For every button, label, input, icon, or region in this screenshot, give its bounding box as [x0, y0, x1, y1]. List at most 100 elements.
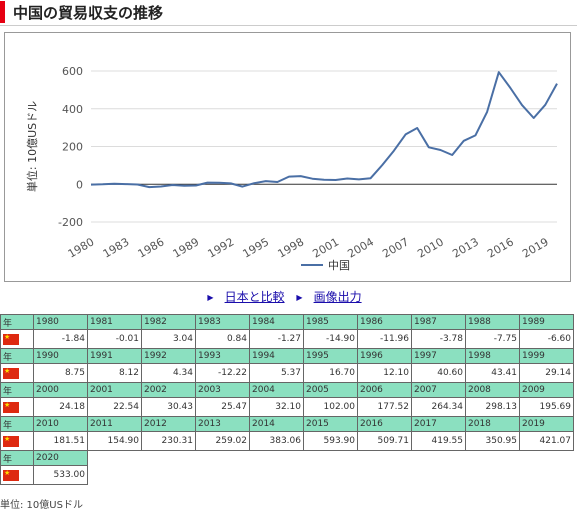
page-title: 中国の貿易収支の推移 — [13, 4, 164, 22]
value-row: 24.1822.5430.4325.4732.10102.00177.52264… — [0, 397, 574, 417]
trade-balance-chart: -200 0 200 400 600 1980 1983 1986 1989 1992 1995 19… — [25, 65, 558, 272]
value-cell: 259.02 — [195, 431, 250, 451]
value-cell: 350.95 — [465, 431, 520, 451]
year-cell: 2016 — [357, 416, 412, 432]
year-cell: 2005 — [303, 382, 358, 398]
value-cell: 195.69 — [519, 397, 574, 417]
value-cell: -1.84 — [33, 329, 88, 349]
value-cell: 8.75 — [33, 363, 88, 383]
value-cell: 177.52 — [357, 397, 412, 417]
year-cell: 2014 — [249, 416, 304, 432]
x-tick-label: 1989 — [171, 235, 202, 260]
value-cell: -6.60 — [519, 329, 574, 349]
year-cell: 2015 — [303, 416, 358, 432]
year-cell: 1995 — [303, 348, 358, 364]
year-header-row: 年 1990 1991 1992 1993 1994 1995 1996 1997 1998 199… — [0, 348, 574, 364]
year-cell: 1986 — [357, 314, 412, 330]
x-tick-label: 1992 — [206, 235, 237, 260]
value-cell: -14.90 — [303, 329, 358, 349]
x-tick-label: 2010 — [415, 235, 446, 260]
series-line-china — [90, 71, 558, 189]
year-label-cell: 年 — [0, 450, 34, 466]
year-cell: 1980 — [33, 314, 88, 330]
flag-cell — [0, 329, 34, 349]
year-label-cell: 年 — [0, 382, 34, 398]
unit-note: 単位: 10億USドル — [0, 500, 83, 511]
x-tick-label: 2007 — [380, 235, 411, 260]
value-cell: 298.13 — [465, 397, 520, 417]
value-cell: 264.34 — [411, 397, 466, 417]
value-row: -1.84-0.013.040.84-1.27-14.90-11.96-3.78… — [0, 329, 574, 349]
year-label-cell: 年 — [0, 348, 34, 364]
year-cell: 1981 — [87, 314, 142, 330]
year-cell: 2010 — [33, 416, 88, 432]
x-tick-label: 1983 — [101, 235, 132, 260]
y-axis-label: 単位: 10億USドル — [25, 101, 39, 192]
year-cell: 2006 — [357, 382, 412, 398]
value-cell: 509.71 — [357, 431, 412, 451]
china-flag-icon — [3, 332, 19, 345]
year-label-cell: 年 — [0, 416, 34, 432]
value-cell: 0.84 — [195, 329, 250, 349]
image-export-link[interactable]: 画像出力 — [313, 290, 362, 304]
x-tick-label: 1998 — [275, 235, 306, 260]
year-cell: 2007 — [411, 382, 466, 398]
year-cell: 2008 — [465, 382, 520, 398]
year-cell: 2001 — [87, 382, 142, 398]
value-cell: 12.10 — [357, 363, 412, 383]
china-flag-icon — [3, 400, 19, 413]
value-cell: 181.51 — [33, 431, 88, 451]
year-cell: 1996 — [357, 348, 412, 364]
value-row: 8.758.124.34-12.225.3716.7012.1040.6043.… — [0, 363, 574, 383]
year-cell: 2004 — [249, 382, 304, 398]
legend-label: 中国 — [328, 259, 350, 272]
title-accent-bar — [0, 1, 5, 23]
link-arrow-icon: ▶ — [207, 293, 214, 302]
value-cell: 421.07 — [519, 431, 574, 451]
year-cell: 1993 — [195, 348, 250, 364]
y-tick-label: 400 — [62, 103, 83, 116]
china-flag-icon — [3, 434, 19, 447]
flag-cell — [0, 465, 34, 485]
value-cell: 4.34 — [141, 363, 196, 383]
year-header-row: 年 2020 — [0, 450, 574, 466]
year-cell: 1989 — [519, 314, 574, 330]
year-cell: 1982 — [141, 314, 196, 330]
x-tick-label: 2001 — [310, 235, 341, 260]
year-cell: 1998 — [465, 348, 520, 364]
value-cell: 3.04 — [141, 329, 196, 349]
value-cell: 102.00 — [303, 397, 358, 417]
y-tick-label: 600 — [62, 65, 83, 78]
value-cell: 593.90 — [303, 431, 358, 451]
value-cell: -0.01 — [87, 329, 142, 349]
china-flag-icon — [3, 468, 19, 481]
year-cell: 1991 — [87, 348, 142, 364]
year-cell: 1990 — [33, 348, 88, 364]
x-tick-label: 1995 — [241, 235, 272, 260]
year-cell: 1997 — [411, 348, 466, 364]
value-cell: 419.55 — [411, 431, 466, 451]
compare-japan-link[interactable]: 日本と比較 — [224, 290, 285, 304]
year-cell: 1984 — [249, 314, 304, 330]
year-header-row: 年 1980 1981 1982 1983 1984 1985 1986 1987 1988 198… — [0, 314, 574, 330]
x-tick-label: 2016 — [485, 235, 516, 260]
link-arrow-icon: ▶ — [296, 293, 303, 302]
x-tick-label: 1980 — [66, 235, 97, 260]
value-cell: 40.60 — [411, 363, 466, 383]
x-tick-label: 1986 — [136, 235, 167, 260]
value-cell: 43.41 — [465, 363, 520, 383]
value-cell: 25.47 — [195, 397, 250, 417]
value-cell: 154.90 — [87, 431, 142, 451]
year-cell: 1994 — [249, 348, 304, 364]
year-cell: 2017 — [411, 416, 466, 432]
value-cell: 5.37 — [249, 363, 304, 383]
value-cell: -1.27 — [249, 329, 304, 349]
year-cell: 2013 — [195, 416, 250, 432]
year-cell: 1983 — [195, 314, 250, 330]
year-cell: 1992 — [141, 348, 196, 364]
year-cell: 1988 — [465, 314, 520, 330]
china-flag-icon — [3, 366, 19, 379]
y-tick-label: 0 — [76, 178, 83, 191]
page-header: 中国の貿易収支の推移 — [0, 0, 577, 26]
value-cell: 230.31 — [141, 431, 196, 451]
